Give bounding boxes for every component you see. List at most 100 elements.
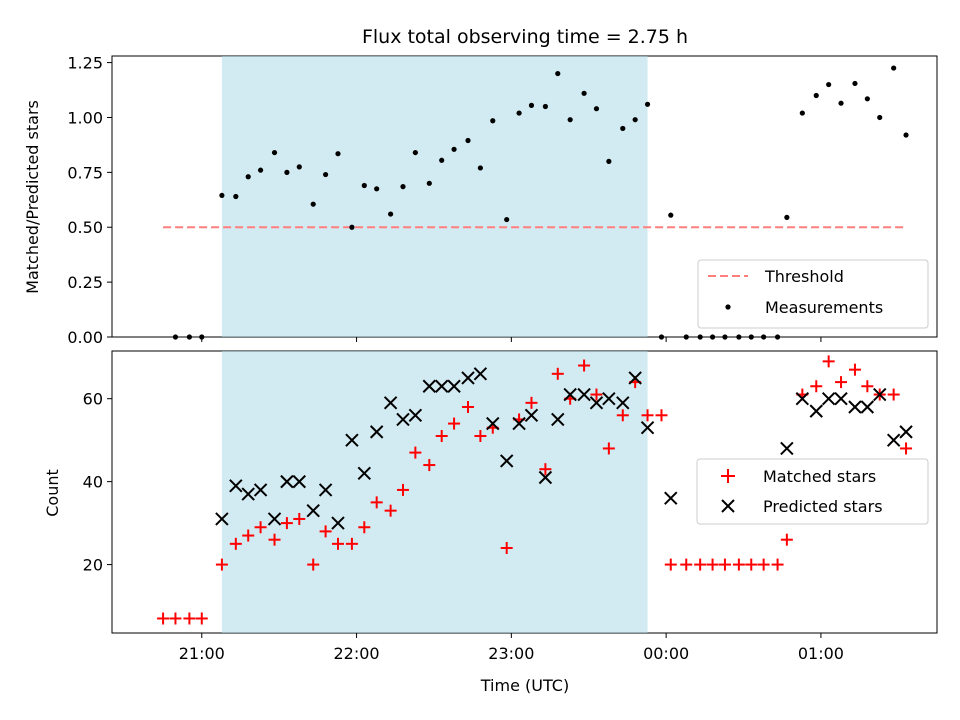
measurements-point [172,334,179,340]
predicted-stars-point [551,412,565,427]
count-xtick-label: 00:00 [643,644,689,663]
count-legend-box [696,458,929,525]
matched-stars-point [435,430,448,443]
matched-stars-point [242,529,255,542]
matched-stars-point [655,409,668,422]
count-ytick-label: 40 [83,473,103,492]
predicted-stars-point [795,391,810,406]
predicted-stars-point [408,408,423,422]
measurements-point [864,96,870,102]
matched-stars-point [551,367,564,380]
measurements-point [490,118,496,124]
matched-stars-point [345,537,358,550]
measurements-point [668,212,674,218]
measurements-point [516,110,522,116]
ratio-ytick-label: 0.00 [67,328,103,347]
predicted-stars-point [253,483,268,497]
count-y-axis-label: Count [43,469,62,517]
ratio-ytick-label: 1.25 [67,54,103,73]
measurements-point [748,334,754,340]
matched-stars-point [268,533,281,546]
count-ytick-label: 60 [83,390,103,409]
matched-stars-point [680,558,693,571]
measurements-point [813,92,819,99]
predicted-stars-point [486,416,500,431]
matched-stars-point [616,409,629,422]
ratio-ytick-label: 0.50 [67,218,103,237]
matched-stars-point [539,463,552,476]
count-observing-window [221,351,648,633]
matched-stars-point [525,396,538,409]
measurements-point [400,184,406,190]
predicted-stars-point [873,387,887,402]
count-xtick-label: 01:00 [798,644,844,663]
legend-measurements-swatch [725,304,731,310]
legend-measurements-label: Measurements [765,298,883,317]
measurements-point [542,103,548,110]
measurements-point [722,334,728,340]
measurements-point [439,157,445,163]
measurements-point [323,171,329,178]
predicted-stars-point [292,474,306,489]
measurements-point [426,180,432,186]
measurements-point [658,334,665,340]
matched-stars-point [409,446,422,459]
measurements-point [412,149,418,156]
measurements-point [349,224,355,230]
ratio-legend: Threshold Measurements [697,259,929,329]
measurements-point [374,186,380,192]
measurements-point [709,334,716,340]
measurements-point [903,132,909,138]
matched-stars-point [423,459,436,472]
count-panel: Count Time (UTC) 20 40 60 21:00 22:00 23:00 0… [43,350,938,695]
matched-stars-point [370,496,383,509]
predicted-stars-point [860,400,875,414]
measurements-point [388,211,394,217]
ratio-panel: Matched/Predicted stars 0.00 0.25 0.50 0.75… [23,54,938,347]
predicted-stars-point [821,391,836,406]
matched-stars-point [757,558,770,571]
count-ytick-label: 20 [83,556,103,575]
count-legend: Matched stars Predicted stars [696,458,929,525]
predicted-stars-point [524,408,539,422]
legend-matched-label: Matched stars [763,467,876,486]
matched-stars-point [706,558,719,571]
predicted-stars-point [640,421,655,435]
predicted-stars-point [577,387,591,402]
ratio-ytick-label: 0.75 [67,163,103,182]
matched-stars-point [810,380,823,393]
legend-predicted-label: Predicted stars [763,497,883,516]
predicted-stars-point [886,433,901,447]
measurements-point [697,334,703,340]
measurements-point [838,100,844,106]
predicted-stars-point [229,479,243,493]
matched-stars-point [694,558,707,571]
matched-stars-point [280,517,293,530]
measurements-point [233,193,239,200]
x-axis-label: Time (UTC) [480,676,569,695]
matched-stars-point [229,537,242,550]
matched-stars-point [590,388,603,401]
matched-stars-point [384,504,397,517]
predicted-stars-point [267,512,282,526]
measurements-point [504,216,510,223]
matched-stars-point [358,521,371,534]
measurements-point [555,70,561,77]
measurements-point [296,164,302,170]
measurements-point [774,334,781,340]
ratio-y-axis-label: Matched/Predicted stars [23,100,42,294]
matched-stars-point [664,558,677,571]
predicted-stars-point [280,474,294,489]
measurements-point [761,334,767,340]
matched-stars-point [448,417,461,430]
matched-stars-point [157,612,170,625]
count-xtick-label: 22:00 [334,644,380,663]
count-xtick-label: 23:00 [488,644,534,663]
predicted-stars-point [563,387,577,402]
predicted-stars-point [899,425,913,439]
measurements-point [826,81,832,88]
predicted-stars-point [434,379,449,393]
matched-stars-point [780,533,793,546]
ratio-legend-box [697,259,929,329]
